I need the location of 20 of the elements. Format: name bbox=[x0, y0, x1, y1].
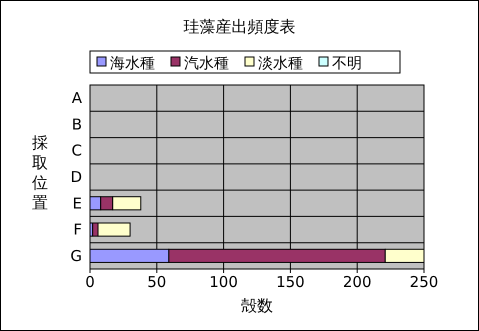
x-tick-label: 200 bbox=[342, 273, 372, 291]
y-tick-label: A bbox=[72, 89, 83, 108]
legend-label: 海水種 bbox=[110, 54, 155, 72]
y-tick-label: B bbox=[72, 115, 82, 134]
legend-label: 汽水種 bbox=[184, 54, 229, 72]
x-axis-title: 殻数 bbox=[241, 296, 273, 315]
y-tick-label: G bbox=[70, 246, 82, 265]
x-tick-label: 0 bbox=[85, 273, 95, 291]
chart-title: 珪藻産出頻度表 bbox=[184, 17, 296, 36]
y-axis-title: 採取位置 bbox=[32, 133, 48, 212]
y-tick-label: F bbox=[73, 220, 82, 239]
y-tick-label: E bbox=[72, 194, 82, 212]
y-tick-label: D bbox=[70, 168, 82, 186]
legend-label: 淡水種 bbox=[258, 54, 303, 72]
x-tick-label: 50 bbox=[147, 273, 166, 291]
x-tick-label: 150 bbox=[276, 273, 305, 291]
x-tick-label: 100 bbox=[209, 273, 238, 291]
x-tick-label: 250 bbox=[410, 273, 438, 291]
y-tick-label: C bbox=[72, 142, 82, 160]
legend-label: 不明 bbox=[332, 54, 362, 72]
